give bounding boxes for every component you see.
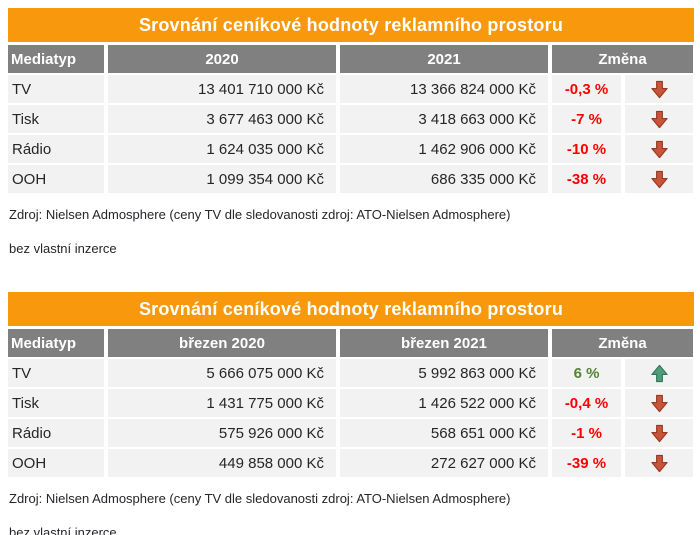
value-period1-cell: 1 431 775 000 Kč bbox=[108, 389, 336, 417]
value-period2-cell: 686 335 000 Kč bbox=[340, 165, 548, 193]
column-header-period2: 2021 bbox=[340, 45, 548, 73]
source-note: Zdroj: Nielsen Admosphere (ceny TV dle s… bbox=[9, 491, 511, 506]
trend-arrow-cell bbox=[625, 135, 693, 163]
value-period2-cell: 1 426 522 000 Kč bbox=[340, 389, 548, 417]
mediatype-cell: OOH bbox=[8, 165, 104, 193]
mediatype-cell: TV bbox=[8, 75, 104, 103]
value-period1-cell: 449 858 000 Kč bbox=[108, 449, 336, 477]
trend-arrow-cell bbox=[625, 105, 693, 133]
value-period1-cell: 5 666 075 000 Kč bbox=[108, 359, 336, 387]
change-percent-cell: -39 % bbox=[552, 449, 621, 477]
table-grid: Mediatyp 2020 2021 Změna TV 13 401 710 0… bbox=[8, 45, 694, 193]
value-period1-cell: 575 926 000 Kč bbox=[108, 419, 336, 447]
change-percent-cell: -0,4 % bbox=[552, 389, 621, 417]
price-comparison-table-yearly: Srovnání ceníkové hodnoty reklamního pro… bbox=[8, 8, 694, 193]
column-header-change: Změna bbox=[552, 45, 693, 73]
value-period2-cell: 568 651 000 Kč bbox=[340, 419, 548, 447]
trend-arrow-cell bbox=[625, 389, 693, 417]
change-percent-cell: -7 % bbox=[552, 105, 621, 133]
mediatype-cell: Rádio bbox=[8, 135, 104, 163]
arrow-down-icon bbox=[650, 394, 668, 412]
mediatype-cell: Tisk bbox=[8, 105, 104, 133]
change-percent-cell: -10 % bbox=[552, 135, 621, 163]
value-period2-cell: 3 418 663 000 Kč bbox=[340, 105, 548, 133]
mediatype-cell: Tisk bbox=[8, 389, 104, 417]
arrow-down-icon bbox=[650, 170, 668, 188]
value-period2-cell: 5 992 863 000 Kč bbox=[340, 359, 548, 387]
column-header-period2: březen 2021 bbox=[340, 329, 548, 357]
trend-arrow-cell bbox=[625, 359, 693, 387]
arrow-down-icon bbox=[650, 424, 668, 442]
table-title: Srovnání ceníkové hodnoty reklamního pro… bbox=[8, 292, 694, 326]
source-note: Zdroj: Nielsen Admosphere (ceny TV dle s… bbox=[9, 207, 511, 222]
value-period2-cell: 13 366 824 000 Kč bbox=[340, 75, 548, 103]
value-period1-cell: 1 099 354 000 Kč bbox=[108, 165, 336, 193]
price-comparison-table-march: Srovnání ceníkové hodnoty reklamního pro… bbox=[8, 292, 694, 477]
table-title: Srovnání ceníkové hodnoty reklamního pro… bbox=[8, 8, 694, 42]
footnote: bez vlastní inzerce bbox=[9, 241, 117, 256]
change-percent-cell: -38 % bbox=[552, 165, 621, 193]
arrow-down-icon bbox=[650, 454, 668, 472]
change-percent-cell: 6 % bbox=[552, 359, 621, 387]
value-period2-cell: 1 462 906 000 Kč bbox=[340, 135, 548, 163]
trend-arrow-cell bbox=[625, 165, 693, 193]
arrow-down-icon bbox=[650, 110, 668, 128]
column-header-mediatype: Mediatyp bbox=[8, 329, 104, 357]
column-header-mediatype: Mediatyp bbox=[8, 45, 104, 73]
column-header-period1: 2020 bbox=[108, 45, 336, 73]
value-period1-cell: 1 624 035 000 Kč bbox=[108, 135, 336, 163]
trend-arrow-cell bbox=[625, 75, 693, 103]
arrow-down-icon bbox=[650, 140, 668, 158]
value-period2-cell: 272 627 000 Kč bbox=[340, 449, 548, 477]
value-period1-cell: 13 401 710 000 Kč bbox=[108, 75, 336, 103]
column-header-period1: březen 2020 bbox=[108, 329, 336, 357]
change-percent-cell: -0,3 % bbox=[552, 75, 621, 103]
mediatype-cell: Rádio bbox=[8, 419, 104, 447]
table-grid: Mediatyp březen 2020 březen 2021 Změna T… bbox=[8, 329, 694, 477]
mediatype-cell: OOH bbox=[8, 449, 104, 477]
change-percent-cell: -1 % bbox=[552, 419, 621, 447]
column-header-change: Změna bbox=[552, 329, 693, 357]
footnote: bez vlastní inzerce bbox=[9, 525, 117, 535]
trend-arrow-cell bbox=[625, 419, 693, 447]
arrow-down-icon bbox=[650, 80, 668, 98]
value-period1-cell: 3 677 463 000 Kč bbox=[108, 105, 336, 133]
mediatype-cell: TV bbox=[8, 359, 104, 387]
trend-arrow-cell bbox=[625, 449, 693, 477]
arrow-up-icon bbox=[650, 364, 668, 382]
